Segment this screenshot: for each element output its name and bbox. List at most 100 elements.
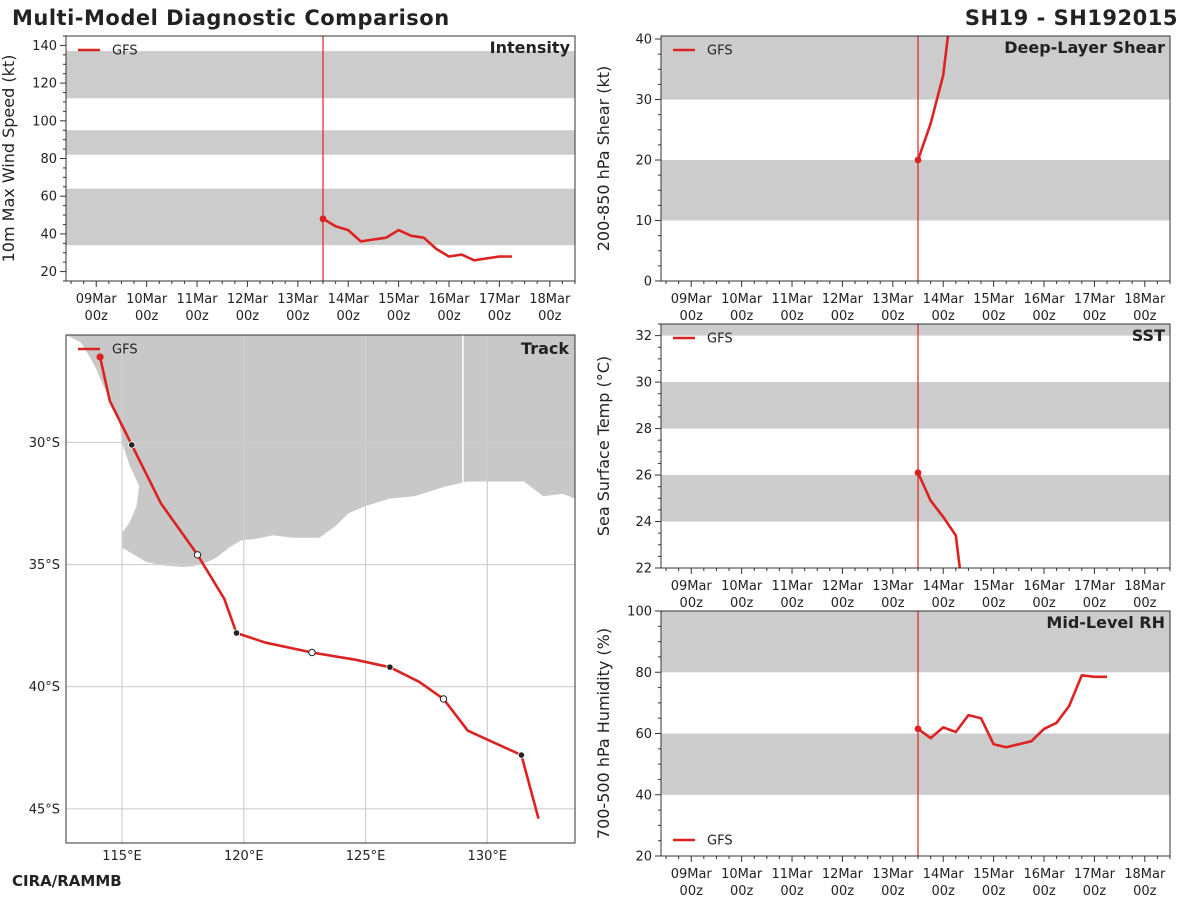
x-tick-date: 15Mar — [973, 292, 1015, 307]
x-tick-date: 16Mar — [1023, 867, 1065, 882]
x-tick-hour: 00z — [730, 596, 754, 611]
lon-tick-label: 125°E — [346, 849, 386, 864]
lat-tick-label: 40°S — [29, 680, 60, 695]
gfs-track-line — [98, 356, 540, 819]
lon-tick-label: 120°E — [224, 849, 264, 864]
x-tick-date: 11Mar — [176, 292, 218, 307]
y-tick-label: 40 — [635, 788, 652, 803]
x-tick-hour: 00z — [1133, 596, 1157, 611]
y-tick-label: 10 — [635, 214, 652, 229]
map-frame — [65, 334, 576, 844]
x-tick-hour: 00z — [437, 309, 461, 324]
x-tick-date: 17Mar — [1074, 867, 1116, 882]
lat-tick-label: 45°S — [29, 802, 60, 817]
x-tick-date: 15Mar — [378, 292, 420, 307]
y-tick-label: 20 — [635, 850, 652, 865]
x-tick-hour: 00z — [488, 309, 512, 324]
y-tick-label: 100 — [32, 114, 57, 129]
x-tick-date: 16Mar — [1023, 579, 1065, 594]
x-tick-hour: 00z — [982, 596, 1006, 611]
shaded-band — [661, 611, 1170, 673]
y-tick-label: 60 — [635, 727, 652, 742]
x-tick-date: 18Mar — [1124, 867, 1166, 882]
x-tick-hour: 00z — [1032, 884, 1056, 899]
x-tick-date: 12Mar — [822, 867, 864, 882]
y-axis-label: 10m Max Wind Speed (kt) — [0, 55, 18, 263]
x-tick-hour: 00z — [932, 309, 956, 324]
x-tick-date: 10Mar — [721, 867, 763, 882]
x-tick-hour: 00z — [780, 884, 804, 899]
x-tick-date: 17Mar — [1074, 292, 1116, 307]
y-tick-label: 40 — [40, 227, 57, 242]
shaded-band — [661, 324, 1170, 336]
x-tick-date: 14Mar — [923, 579, 965, 594]
x-tick-hour: 00z — [1032, 596, 1056, 611]
y-tick-label: 20 — [40, 265, 57, 280]
x-tick-date: 16Mar — [1023, 292, 1065, 307]
x-tick-date: 10Mar — [721, 292, 763, 307]
x-tick-date: 18Mar — [1124, 292, 1166, 307]
x-tick-hour: 00z — [236, 309, 260, 324]
x-tick-hour: 00z — [730, 309, 754, 324]
shaded-band — [661, 36, 1170, 100]
lon-tick-label: 115°E — [102, 849, 142, 864]
x-tick-date: 17Mar — [1074, 579, 1116, 594]
x-tick-date: 14Mar — [328, 292, 370, 307]
x-tick-hour: 00z — [881, 596, 905, 611]
x-tick-hour: 00z — [780, 596, 804, 611]
y-tick-label: 140 — [32, 39, 57, 54]
x-tick-hour: 00z — [881, 309, 905, 324]
x-tick-date: 09Mar — [671, 867, 713, 882]
shaded-band — [66, 51, 575, 99]
panel-title: Intensity — [490, 38, 571, 57]
lat-tick-label: 35°S — [29, 558, 60, 573]
plot-frame — [660, 323, 1171, 569]
x-tick-date: 13Mar — [277, 292, 319, 307]
x-tick-date: 10Mar — [721, 579, 763, 594]
panel-title: Mid-Level RH — [1046, 613, 1165, 632]
x-tick-hour: 00z — [680, 309, 704, 324]
x-tick-hour: 00z — [831, 884, 855, 899]
shaded-band — [661, 733, 1170, 795]
x-tick-date: 13Mar — [872, 867, 914, 882]
x-tick-date: 17Mar — [479, 292, 521, 307]
y-tick-label: 100 — [627, 605, 652, 620]
y-tick-label: 24 — [635, 515, 652, 530]
x-tick-hour: 00z — [538, 309, 562, 324]
y-tick-label: 80 — [40, 152, 57, 167]
page-title: Multi-Model Diagnostic Comparison — [12, 6, 450, 30]
legend-label: GFS — [112, 44, 138, 59]
x-tick-hour: 00z — [185, 309, 209, 324]
x-tick-date: 11Mar — [771, 579, 813, 594]
x-tick-hour: 00z — [387, 309, 411, 324]
y-tick-label: 120 — [32, 77, 57, 92]
y-axis-label: Sea Surface Temp (°C) — [594, 356, 613, 536]
x-tick-hour: 00z — [932, 884, 956, 899]
track-marker-00z — [128, 441, 136, 449]
y-tick-label: 60 — [40, 190, 57, 205]
panel-title: Deep-Layer Shear — [1004, 38, 1165, 57]
plot-frame — [660, 35, 1171, 282]
x-tick-date: 15Mar — [973, 579, 1015, 594]
track-marker-00z — [232, 629, 241, 637]
x-tick-hour: 00z — [1133, 884, 1157, 899]
x-tick-date: 16Mar — [428, 292, 470, 307]
panel-title: Track — [521, 339, 569, 358]
y-tick-label: 40 — [635, 33, 652, 48]
x-tick-hour: 00z — [286, 309, 310, 324]
x-tick-date: 14Mar — [923, 867, 965, 882]
plot-area — [661, 36, 1170, 281]
y-tick-label: 26 — [635, 469, 652, 484]
x-tick-date: 12Mar — [227, 292, 269, 307]
x-tick-date: 11Mar — [771, 867, 813, 882]
x-tick-hour: 00z — [982, 309, 1006, 324]
x-tick-hour: 00z — [1032, 309, 1056, 324]
x-tick-hour: 00z — [85, 309, 109, 324]
gfs-start-point — [914, 469, 922, 477]
land-australia — [66, 335, 575, 567]
y-tick-label: 22 — [635, 562, 652, 577]
